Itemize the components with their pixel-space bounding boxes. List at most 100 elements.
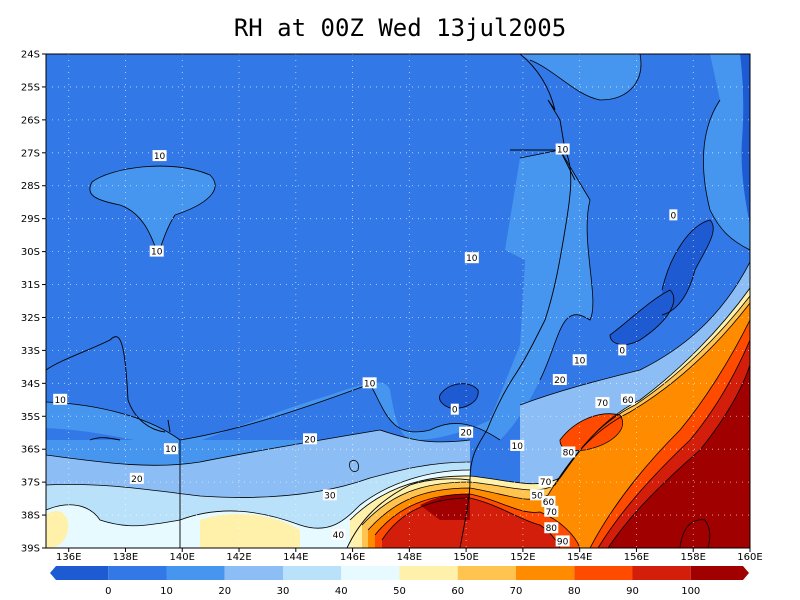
contour-label-text: 20 xyxy=(131,475,143,485)
contour-label-bg xyxy=(544,522,559,534)
contour-label: 30 xyxy=(322,489,337,501)
contour-label-text: 80 xyxy=(546,524,558,534)
lat-tick-label: 38S xyxy=(21,511,40,522)
lat-tick-label: 27S xyxy=(21,148,40,159)
contour-label: 10 xyxy=(464,252,479,264)
contour-label-text: 10 xyxy=(511,442,523,452)
contour-label: 70 xyxy=(538,476,553,488)
lon-tick-label: 158E xyxy=(681,552,706,563)
colorbar-swatch xyxy=(166,566,225,580)
contour-label-bg xyxy=(595,397,610,409)
lat-tick-label: 26S xyxy=(21,115,40,126)
colorbar-swatch xyxy=(632,566,691,580)
colorbar-swatch xyxy=(399,566,458,580)
contour-label-bg xyxy=(561,446,576,458)
rh-band-below-0-d xyxy=(740,54,750,225)
colorbar-swatch xyxy=(690,566,749,580)
contour-20 xyxy=(46,261,750,466)
rh-band-over-100 xyxy=(608,365,750,548)
contour-10-ne xyxy=(529,54,642,101)
contour-label-text: 10 xyxy=(364,379,376,389)
contour-label-text: 60 xyxy=(543,498,555,508)
lat-tick-label: 30S xyxy=(21,247,40,258)
lat-tick-label: 39S xyxy=(21,544,40,555)
colorbar-label: 0 xyxy=(105,586,111,597)
contour-label-bg xyxy=(544,505,559,517)
lat-tick-label: 25S xyxy=(21,82,40,93)
contour-label: 20 xyxy=(459,426,474,439)
lon-tick-label: 146E xyxy=(340,552,365,563)
contour-label-text: 10 xyxy=(466,254,478,264)
contour-label: 80 xyxy=(544,522,559,534)
contour-label-text: 0 xyxy=(670,211,676,221)
colorbar-swatch xyxy=(341,566,400,580)
lat-tick-label: 36S xyxy=(21,445,40,456)
contour-label-text: 10 xyxy=(151,248,163,258)
contour-90 xyxy=(381,339,750,548)
contour-label: 10 xyxy=(555,143,570,156)
contour-label-bg xyxy=(129,472,144,484)
colorbar-swatch xyxy=(574,566,633,580)
contour-0-a xyxy=(661,219,714,316)
contour-label-bg xyxy=(331,528,346,540)
contour-10-coast xyxy=(519,149,594,381)
contour-label: 20 xyxy=(129,472,144,485)
contour-10-island xyxy=(89,165,216,257)
rh-band-below-0-b xyxy=(610,290,674,345)
colorbar-label: 90 xyxy=(626,586,639,597)
contour-label-bg xyxy=(464,252,479,264)
contour-label: 40 xyxy=(331,528,346,541)
contour-label: 20 xyxy=(552,374,567,386)
south-coast xyxy=(46,336,166,433)
contour-label-text: 10 xyxy=(557,146,569,156)
contour-label-text: 20 xyxy=(304,435,316,445)
australia-east-coast xyxy=(459,54,572,548)
contour-100 xyxy=(607,364,750,548)
colorbar-swatch xyxy=(516,566,575,580)
colorbar: 0 10 20 30 40 50 60 70 80 90 100 xyxy=(50,566,749,597)
contour-label-bg xyxy=(669,209,678,221)
contour-label-bg xyxy=(541,495,556,507)
contour-label-bg xyxy=(322,489,337,501)
colorbar-swatch xyxy=(50,566,109,580)
plot-frame xyxy=(45,53,751,549)
rh-band-over-100-b xyxy=(420,493,470,520)
colorbar-label: 20 xyxy=(218,586,231,597)
contour-label: 20 xyxy=(303,433,317,445)
contour-label: 10 xyxy=(362,377,377,389)
lat-tick-label: 28S xyxy=(21,181,40,192)
contour-label-bg xyxy=(303,433,317,445)
contour-label-bg xyxy=(510,439,525,451)
lat-tick-label: 37S xyxy=(21,478,40,489)
contour-label-text: 0 xyxy=(619,346,625,356)
longitude-labels: 136E 138E 140E 142E 144E 146E 148E 150E 152E 154E… xyxy=(56,548,763,563)
contour-label: 50 xyxy=(530,489,545,501)
rh-band-below-0-a xyxy=(662,220,714,315)
colorbar-swatch xyxy=(108,566,167,580)
colorbar-label: 70 xyxy=(510,586,523,597)
colorbar-label: 80 xyxy=(568,586,581,597)
contour-label-bg xyxy=(450,403,459,415)
contour-label-bg xyxy=(149,245,164,257)
contour-label-text: 50 xyxy=(531,491,543,501)
contour-10-west xyxy=(46,383,501,441)
contour-label-bg xyxy=(152,150,167,162)
contour-label-text: 20 xyxy=(554,376,566,386)
lat-tick-label: 34S xyxy=(21,379,40,390)
lon-tick-label: 138E xyxy=(113,552,138,563)
rh-band-10-20-island xyxy=(89,166,216,255)
contour-fill-layer xyxy=(46,54,750,548)
contour-label-bg xyxy=(555,143,570,155)
colorbar-swatch xyxy=(457,566,516,580)
contour-label: 10 xyxy=(149,245,164,258)
contour-40 xyxy=(46,469,471,529)
colorbar-swatch xyxy=(283,566,342,580)
colorbar-label: 40 xyxy=(335,586,348,597)
map-title: RH at 00Z Wed 13jul2005 xyxy=(233,14,567,42)
contour-label-bg xyxy=(530,489,545,501)
contour-label: 60 xyxy=(620,393,635,406)
contour-0-d xyxy=(349,460,359,472)
contour-label-text: 10 xyxy=(574,356,586,366)
